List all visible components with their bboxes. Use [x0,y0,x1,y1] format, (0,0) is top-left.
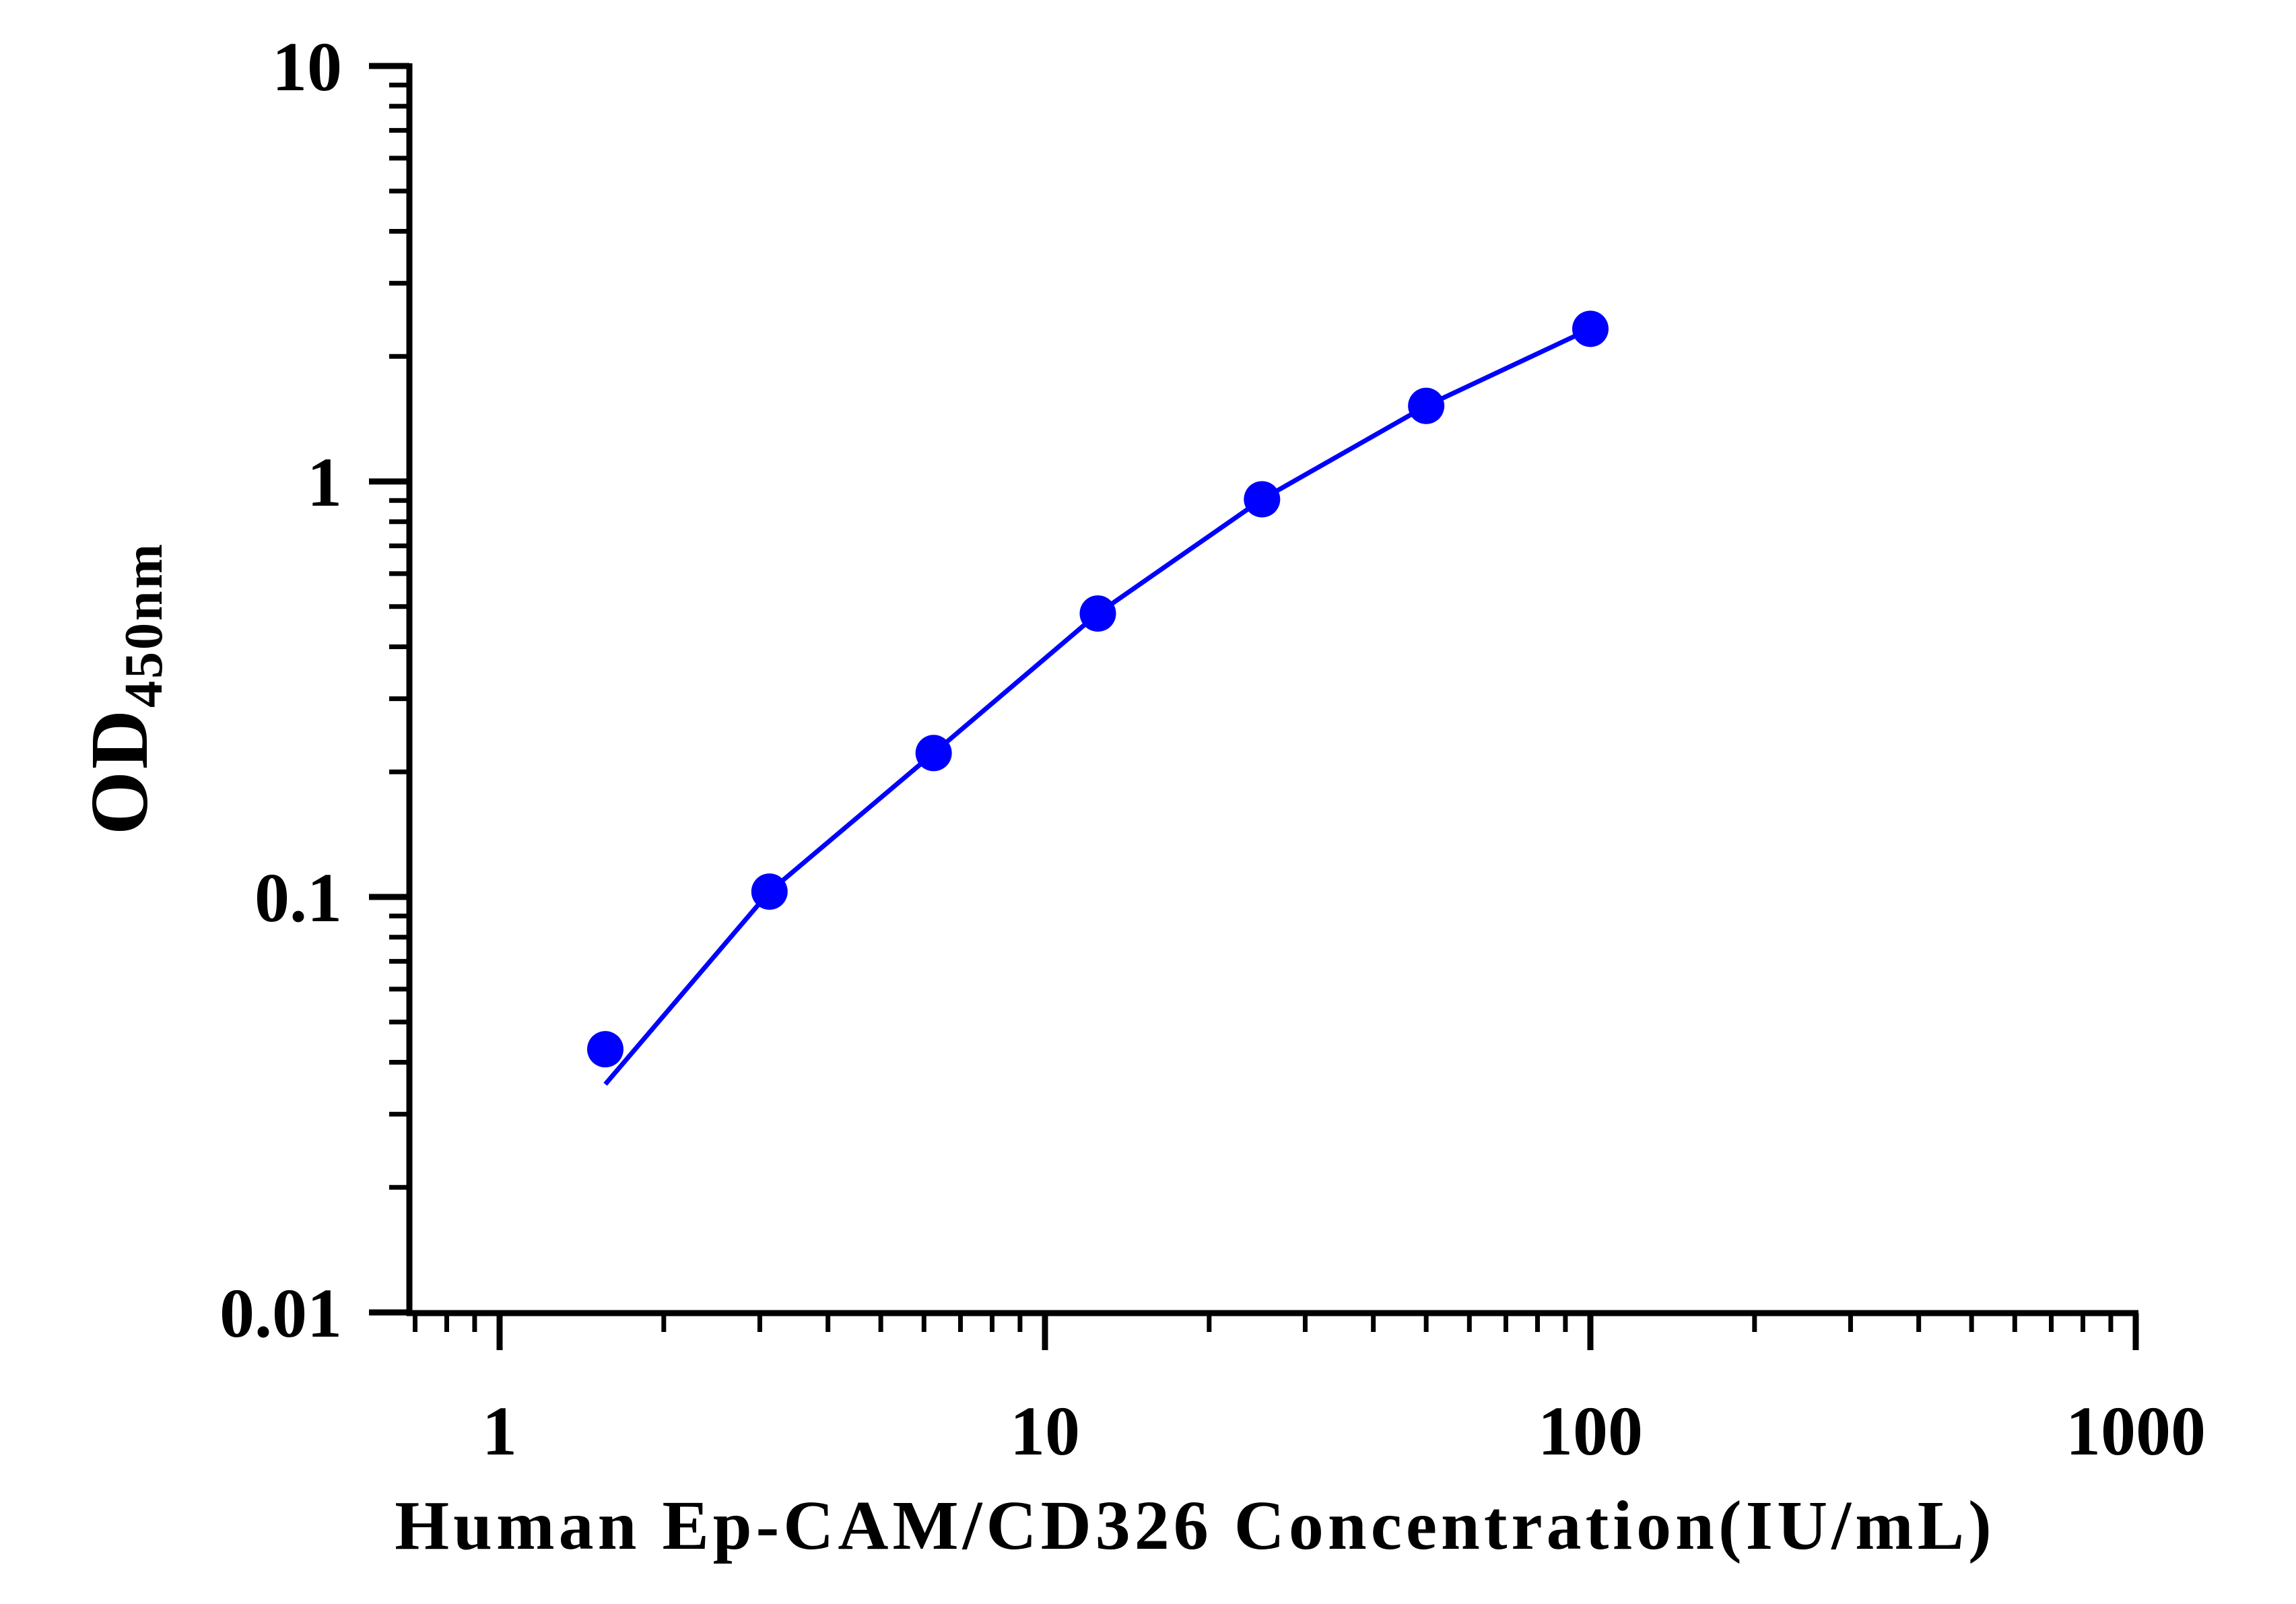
x-axis-minor-ticks [413,1313,2114,1332]
y-axis-major-ticks [369,63,409,1316]
y-axis-title-subscript: 450nm [114,542,174,708]
y-tick-label: 1 [307,444,342,521]
x-axis-major-ticks [496,1313,2139,1350]
x-axis-title: Human Ep-CAM/CD326 Concentration(IU/mL) [395,1487,1996,1564]
x-axis-tick-labels: 1 10 100 1000 [482,1393,2206,1470]
x-tick-label: 1 [482,1393,517,1470]
data-point [1244,481,1281,518]
y-tick-label: 10 [272,28,342,106]
data-point [586,1031,623,1068]
y-tick-label: 0.01 [220,1275,342,1352]
series-points [586,310,1609,1068]
y-axis-title-main: OD [74,708,165,835]
data-point [915,735,952,772]
x-tick-label: 1000 [2066,1393,2206,1470]
data-point [1079,595,1116,632]
data-point [751,873,788,910]
y-axis-minor-ticks [389,82,409,1190]
data-point [1572,310,1609,347]
x-tick-label: 100 [1538,1393,1643,1470]
y-tick-label: 0.1 [255,859,342,937]
x-tick-label: 10 [1010,1393,1080,1470]
y-axis-tick-labels: 0.01 0.1 1 10 [220,28,342,1352]
y-axis-title: OD450nm [74,542,174,835]
data-point [1408,387,1445,424]
series-fit-line [603,327,1592,1086]
